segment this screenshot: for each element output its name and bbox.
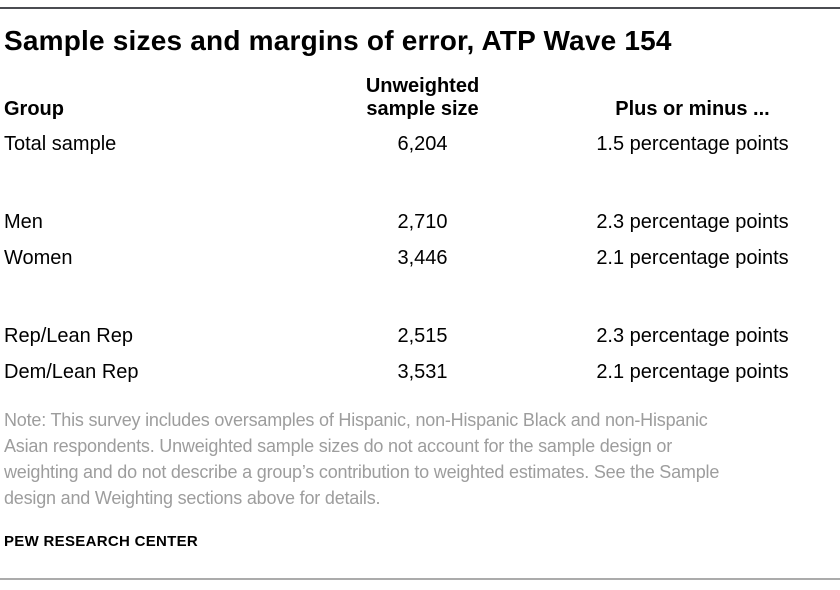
row-label: Women xyxy=(4,247,73,269)
sample-size-value: 6,204 xyxy=(397,133,448,155)
table-row-women: Women 3,446 2.1 percentage points xyxy=(0,246,840,271)
table-header-row: Group Unweighted sample size Plus or min… xyxy=(0,73,840,121)
row-label: Dem/Lean Rep xyxy=(4,361,139,383)
row-label: Men xyxy=(4,211,43,233)
sample-size-value: 3,531 xyxy=(397,361,448,383)
footnote-line: Note: This survey includes oversamples o… xyxy=(4,410,708,430)
row-label: Rep/Lean Rep xyxy=(4,325,133,347)
column-header-sample-size-label: Unweighted sample size xyxy=(365,75,480,120)
table-row-total-sample: Total sample 6,204 1.5 percentage points xyxy=(0,132,840,157)
bottom-rule xyxy=(0,578,840,580)
source-label: PEW RESEARCH CENTER xyxy=(4,533,199,550)
sample-size-value: 3,446 xyxy=(397,247,448,269)
chart-title: Sample sizes and margins of error, ATP W… xyxy=(4,25,672,56)
margin-of-error-value: 1.5 percentage points xyxy=(596,133,789,155)
table-row-rep-lean-rep: Rep/Lean Rep 2,515 2.3 percentage points xyxy=(0,324,840,349)
sample-size-value: 2,515 xyxy=(397,325,448,347)
margin-of-error-value: 2.1 percentage points xyxy=(596,247,789,269)
table-row-men: Men 2,710 2.3 percentage points xyxy=(0,210,840,235)
column-header-group: Group xyxy=(4,98,64,120)
table-row-dem-lean-rep: Dem/Lean Rep 3,531 2.1 percentage points xyxy=(0,360,840,385)
margin-of-error-value: 2.3 percentage points xyxy=(596,325,789,347)
column-header-margin: Plus or minus ... xyxy=(615,98,770,120)
column-header-sample-size: Unweighted sample size xyxy=(300,75,545,121)
footnote: Note: This survey includes oversamples o… xyxy=(4,407,719,511)
top-rule xyxy=(0,7,840,9)
row-label: Total sample xyxy=(4,133,117,155)
margin-of-error-value: 2.1 percentage points xyxy=(596,361,789,383)
margin-of-error-value: 2.3 percentage points xyxy=(596,211,789,233)
footnote-line: weighting and do not describe a group’s … xyxy=(4,462,720,482)
sample-size-value: 2,710 xyxy=(397,211,448,233)
footnote-line: Asian respondents. Unweighted sample siz… xyxy=(4,436,672,456)
footnote-line: design and Weighting sections above for … xyxy=(4,488,381,508)
